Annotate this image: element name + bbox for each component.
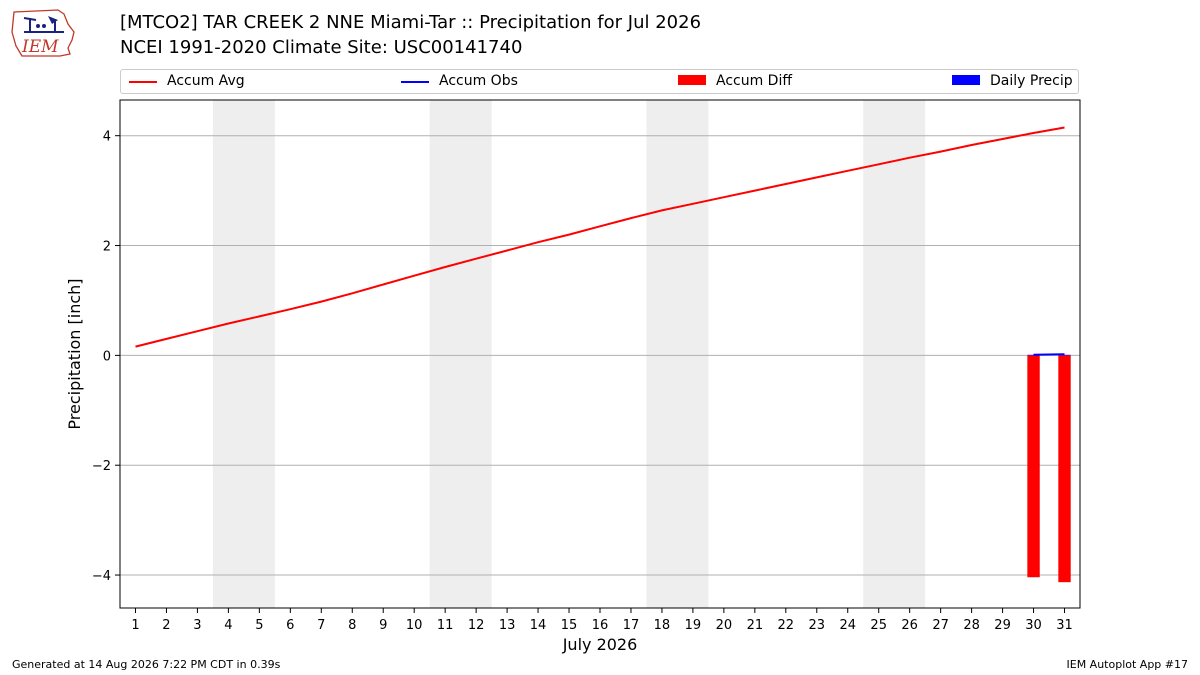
weekend-band [429, 100, 492, 608]
x-tick-label: 31 [1056, 618, 1073, 633]
x-tick-label: 24 [839, 618, 856, 633]
x-tick-label: 3 [193, 618, 201, 633]
legend-swatch [129, 81, 157, 83]
bar-accum-diff [1027, 355, 1040, 578]
x-tick-label: 15 [561, 618, 578, 633]
x-tick-label: 9 [379, 618, 387, 633]
line-accum-obs [1033, 353, 1065, 356]
x-tick-label: 16 [592, 618, 609, 633]
footer-generated: Generated at 14 Aug 2026 7:22 PM CDT in … [12, 658, 281, 671]
legend-label: Accum Obs [439, 73, 518, 89]
weekend-band [212, 100, 275, 608]
x-tick-label: 23 [809, 618, 826, 633]
x-tick-label: 14 [530, 618, 547, 633]
x-axis-ticks: 1 2 3 4 5 6 7 8 9 10 11 12 13 14 15 16 17 18 19 20 21 22 23 24 2… [131, 608, 1073, 633]
legend-swatch [401, 81, 429, 83]
x-tick-label: 12 [468, 618, 485, 633]
x-tick-label: 20 [716, 618, 733, 633]
x-tick-label: 22 [778, 618, 795, 633]
iem-logo-icon: IEM [11, 9, 75, 57]
x-axis-label: July 2026 [562, 635, 638, 654]
weekend-band [646, 100, 709, 608]
weekend-band [863, 100, 926, 608]
x-tick-label: 2 [162, 618, 170, 633]
chart-subtitle: NCEI 1991-2020 Climate Site: USC00141740 [120, 37, 523, 58]
y-tick-label: 0 [103, 349, 111, 364]
x-tick-label: 8 [348, 618, 356, 633]
legend-label: Accum Avg [167, 73, 245, 89]
bar-accum-diff [1058, 355, 1071, 583]
legend-label: Daily Precip [990, 73, 1073, 89]
y-axis-label: Precipitation [inch] [65, 278, 84, 429]
x-tick-label: 19 [685, 618, 702, 633]
bar-daily-precip [1058, 354, 1071, 356]
x-tick-label: 6 [286, 618, 294, 633]
x-tick-label: 28 [963, 618, 980, 633]
x-tick-label: 7 [317, 618, 325, 633]
x-tick-label: 1 [131, 618, 139, 633]
legend: Accum Avg Accum Obs Accum Diff Daily Pre… [120, 69, 1079, 94]
x-tick-label: 17 [623, 618, 640, 633]
y-tick-label: 4 [103, 130, 111, 145]
x-tick-label: 30 [1025, 618, 1042, 633]
legend-swatch [952, 75, 980, 85]
y-tick-label: −2 [92, 459, 111, 474]
accum-diff-bars [1027, 354, 1071, 583]
x-tick-label: 5 [255, 618, 263, 633]
legend-label: Accum Diff [716, 73, 793, 89]
series-lines [135, 126, 1065, 356]
weekend-shading [212, 100, 926, 608]
legend-swatch [678, 75, 706, 85]
footer-app: IEM Autoplot App #17 [1066, 658, 1189, 671]
y-tick-label: 2 [103, 240, 111, 255]
x-tick-label: 29 [994, 618, 1011, 633]
y-tick-label: −4 [92, 569, 111, 584]
x-tick-label: 13 [499, 618, 516, 633]
chart-title: [MTCO2] TAR CREEK 2 NNE Miami-Tar :: Pre… [120, 12, 702, 33]
x-tick-label: 18 [654, 618, 671, 633]
logo-text: IEM [21, 37, 59, 57]
x-tick-label: 21 [747, 618, 764, 633]
x-tick-label: 27 [932, 618, 949, 633]
line-accum-avg [135, 126, 1065, 348]
x-tick-label: 11 [437, 618, 454, 633]
y-axis-ticks: −4 −2 0 2 4 [92, 130, 120, 584]
gridlines [120, 135, 1080, 576]
x-tick-label: 10 [406, 618, 423, 633]
x-tick-label: 25 [870, 618, 887, 633]
x-tick-label: 4 [224, 618, 232, 633]
x-tick-label: 26 [901, 618, 918, 633]
